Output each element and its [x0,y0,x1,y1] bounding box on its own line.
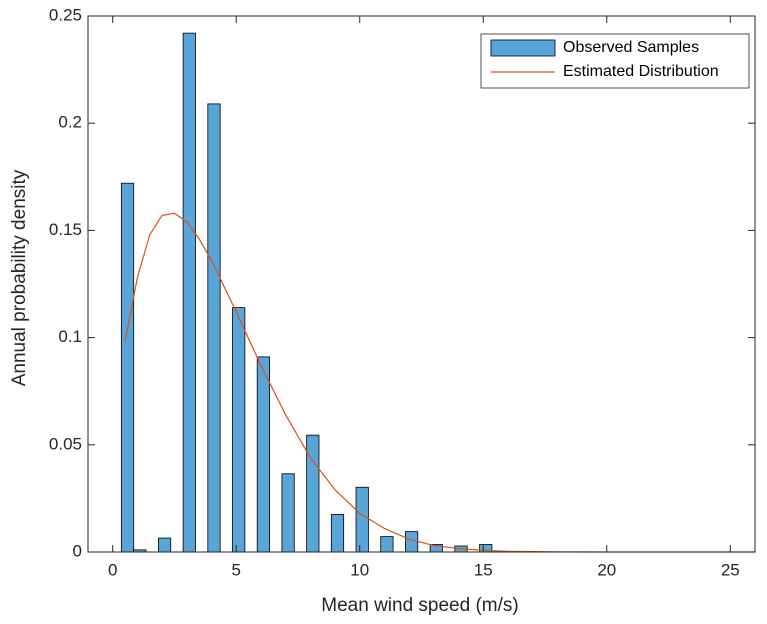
bar [232,307,246,553]
x-tick-label: 10 [350,560,369,579]
y-tick-label: 0.2 [58,113,82,132]
bar [256,356,270,553]
legend-label: Estimated Distribution [563,63,719,80]
bar [330,514,345,553]
x-tick-label: 0 [108,560,117,579]
y-tick-label: 0.1 [58,327,82,346]
legend-label: Observed Samples [563,39,699,56]
bar [182,32,196,553]
bar [120,182,135,553]
bar [380,536,394,553]
bar [405,531,419,553]
bar [207,103,221,553]
y-tick-label: 0.15 [49,220,82,239]
x-axis-label: Mean wind speed (m/s) [321,595,518,616]
x-tick-label: 20 [597,560,616,579]
y-tick-label: 0 [73,541,82,560]
axes-box [87,15,756,553]
x-tick-label: 15 [474,560,493,579]
y-tick-label: 0.05 [49,434,82,453]
x-tick-label: 25 [721,560,740,579]
bar [355,486,369,553]
y-tick-label: 0.25 [49,5,82,24]
bar [281,473,295,553]
bar [158,537,172,553]
y-axis-label: Annual probability density [9,169,30,386]
x-tick-label: 5 [231,560,240,579]
bar [306,434,320,553]
legend-swatch [490,39,556,57]
